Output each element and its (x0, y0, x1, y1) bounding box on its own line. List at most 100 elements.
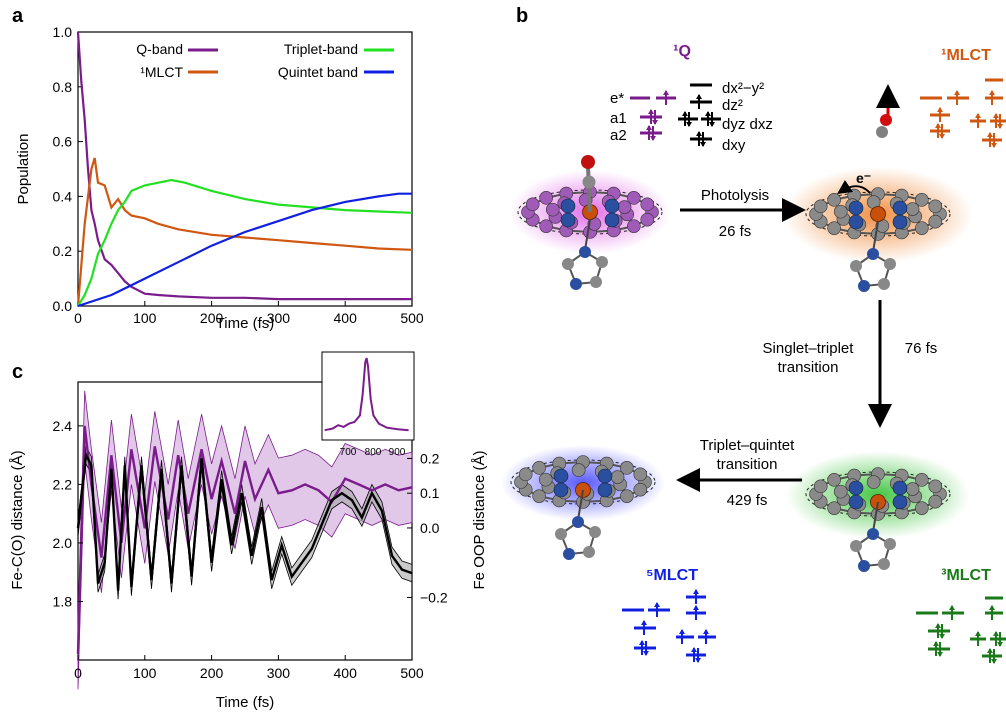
electron-spin (939, 634, 945, 639)
imidazole-atom (555, 528, 567, 540)
atom (640, 212, 655, 227)
y2-tick-label: 0.1 (420, 485, 440, 501)
nitrogen-atom (848, 214, 864, 230)
y-axis-label: Fe-C(O) distance (Å) (9, 450, 26, 589)
nitrogen-atom (553, 468, 569, 484)
atom (532, 461, 546, 475)
nitrogen-atom (604, 198, 620, 214)
electron-spin (696, 131, 702, 136)
electron-spin (639, 640, 645, 645)
electron-spin (705, 111, 711, 116)
heme-molecule (805, 467, 951, 572)
atom (813, 479, 828, 494)
electron-spin (937, 107, 943, 112)
x-tick-label: 400 (334, 665, 358, 681)
orbital-label: dxy (722, 137, 746, 154)
imidazole-atom (878, 558, 890, 570)
arrow-label: Photolysis (701, 187, 769, 204)
imidazole-atom (589, 526, 601, 538)
electron-spin (935, 623, 941, 628)
electron-spin (695, 658, 701, 663)
y2-tick-label: 0.2 (420, 450, 440, 466)
arrow-label: transition (778, 359, 839, 376)
panel-b-letter: b (516, 5, 528, 27)
atom (915, 193, 929, 207)
orbital-label: a2 (610, 127, 627, 144)
atom (545, 202, 560, 217)
arrow-time: 26 fs (719, 223, 752, 240)
electron-spin (991, 659, 997, 664)
atom (633, 467, 648, 482)
electron-transfer-arrow (837, 180, 871, 194)
legend-label: Quintet band (278, 64, 358, 80)
legend-label: ¹MLCT (140, 64, 183, 80)
arrow-label: Singlet–triplet (763, 340, 855, 357)
electron-spin (975, 631, 981, 636)
state-label-q: ¹Q (673, 43, 691, 60)
series-line (76, 450, 413, 591)
imidazole-atom (579, 246, 591, 258)
electron-spin (991, 143, 997, 148)
imidazole-atom (878, 278, 890, 290)
iron-atom (870, 206, 886, 222)
inset-tick: 800 (365, 447, 382, 458)
y-tick-label: 0.0 (53, 298, 73, 314)
atom (539, 191, 553, 205)
orbital-diagram-q: e* a1 a2 dx²−y² dz² dyz dxz dxy (610, 80, 773, 154)
atom (571, 463, 586, 477)
panel-a-letter: a (12, 5, 24, 27)
imidazole-atom (858, 560, 870, 572)
x-tick-label: 500 (400, 665, 424, 681)
carbon-atom (876, 126, 888, 138)
imidazole-atom (563, 548, 575, 560)
imidazole-atom (570, 278, 582, 290)
electron-spin (989, 605, 995, 610)
y2-axis-label: Fe OOP distance (Å) (471, 451, 488, 590)
atom (915, 221, 929, 235)
nitrogen-atom (848, 480, 864, 496)
y-tick-label: 1.8 (53, 593, 73, 609)
electron-spin (997, 124, 1003, 129)
series-line (77, 192, 412, 308)
nitrogen-atom (848, 494, 864, 510)
imidazole-atom (562, 258, 574, 270)
heme-molecule (805, 187, 951, 292)
atom (538, 472, 553, 487)
imidazole-atom (858, 280, 870, 292)
arrow-label: Triplet–quintet (700, 437, 795, 454)
nitrogen-atom (892, 214, 908, 230)
x-tick-label: 0 (74, 665, 82, 681)
orbital-label: dyz dxz (722, 116, 773, 133)
nitrogen-atom (892, 200, 908, 216)
heme-molecule (517, 155, 663, 290)
electron-spin (654, 602, 660, 607)
atom (928, 214, 943, 229)
atom (620, 489, 634, 503)
electron-spin (939, 134, 945, 139)
atom (905, 482, 920, 496)
electron-spin (691, 647, 697, 652)
nitrogen-atom (553, 482, 569, 498)
electron-spin (709, 122, 715, 127)
atom (827, 193, 841, 207)
imidazole-atom (867, 248, 879, 260)
y-tick-label: 0.6 (53, 134, 73, 150)
imidazole-atom (596, 256, 608, 268)
electron-spin (696, 94, 702, 99)
nitrogen-atom (560, 212, 576, 228)
x-tick-label: 0 (74, 310, 82, 326)
x-tick-label: 100 (133, 310, 157, 326)
arrow-label: transition (717, 456, 778, 473)
y-tick-label: 0.2 (53, 243, 73, 259)
electron-spin (993, 113, 999, 118)
reaction-scheme: ¹Q ¹MLCT ³MLCT ⁵MLCT e* a1 a2 dx²−y² dz²… (501, 43, 1006, 664)
x-tick-label: 300 (267, 665, 291, 681)
legend-label: Triplet-band (284, 41, 358, 57)
orbital-label: e* (610, 90, 624, 107)
atom (928, 479, 943, 494)
legend: Q-band ¹MLCT Triplet-band Quintet band (136, 41, 394, 80)
atom (928, 199, 943, 214)
series-line (76, 425, 413, 655)
electron-spin (641, 620, 647, 625)
